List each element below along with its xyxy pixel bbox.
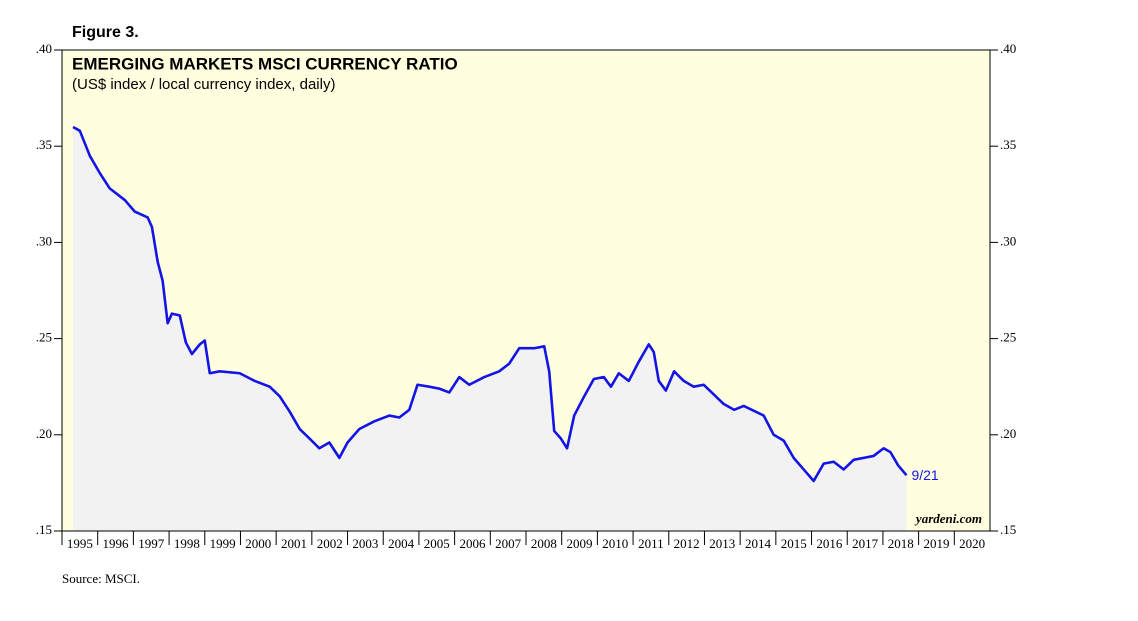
x-tick-label: 2010 — [602, 536, 628, 551]
x-tick-label: 1999 — [210, 536, 236, 551]
x-tick-label: 1998 — [174, 536, 200, 551]
x-tick-label: 2019 — [923, 536, 949, 551]
x-tick-label: 2007 — [495, 536, 522, 551]
x-tick-label: 1997 — [138, 536, 165, 551]
watermark: yardeni.com — [914, 511, 982, 526]
y2-tick-label: .30 — [1000, 233, 1016, 248]
x-tick-label: 2000 — [245, 536, 271, 551]
y2-tick-label: .25 — [1000, 330, 1016, 345]
y-tick-label: .40 — [36, 41, 52, 56]
data-line — [72, 125, 908, 483]
x-tick-label: 2004 — [388, 536, 415, 551]
source-note: Source: MSCI. — [62, 571, 140, 586]
chart-title: EMERGING MARKETS MSCI CURRENCY RATIO — [72, 54, 458, 73]
x-tick-label: 2008 — [531, 536, 557, 551]
x-tick-label: 2017 — [852, 536, 879, 551]
x-tick-label: 2003 — [352, 536, 378, 551]
x-tick-label: 2012 — [674, 536, 700, 551]
x-tick-label: 2016 — [816, 536, 843, 551]
x-tick-label: 2006 — [459, 536, 486, 551]
x-tick-label: 2001 — [281, 536, 307, 551]
y2-tick-label: .35 — [1000, 137, 1016, 152]
x-tick-label: 2014 — [745, 536, 772, 551]
chart-subtitle: (US$ index / local currency index, daily… — [72, 76, 335, 93]
y-tick-label: .30 — [36, 233, 52, 248]
x-tick-label: 2002 — [317, 536, 343, 551]
y-tick-label: .25 — [36, 330, 52, 345]
y-tick-label: .35 — [36, 137, 52, 152]
x-tick-label: 2013 — [709, 536, 735, 551]
x-tick-label: 2020 — [959, 536, 985, 551]
x-tick-label: 2009 — [567, 536, 593, 551]
y-tick-label: .20 — [36, 426, 52, 441]
x-tick-label: 2015 — [781, 536, 807, 551]
end-annotation: 9/21 — [911, 467, 938, 483]
y2-tick-label: .40 — [1000, 41, 1016, 56]
figure-label: Figure 3. — [72, 24, 139, 41]
y2-tick-label: .20 — [1000, 426, 1016, 441]
x-tick-label: 1996 — [103, 536, 130, 551]
y2-tick-label: .15 — [1000, 522, 1016, 537]
x-tick-label: 1995 — [67, 536, 93, 551]
x-tick-label: 2018 — [888, 536, 914, 551]
area-fill — [73, 126, 907, 532]
x-tick-label: 2011 — [638, 536, 664, 551]
y-tick-label: .15 — [36, 522, 52, 537]
x-tick-label: 2005 — [424, 536, 450, 551]
